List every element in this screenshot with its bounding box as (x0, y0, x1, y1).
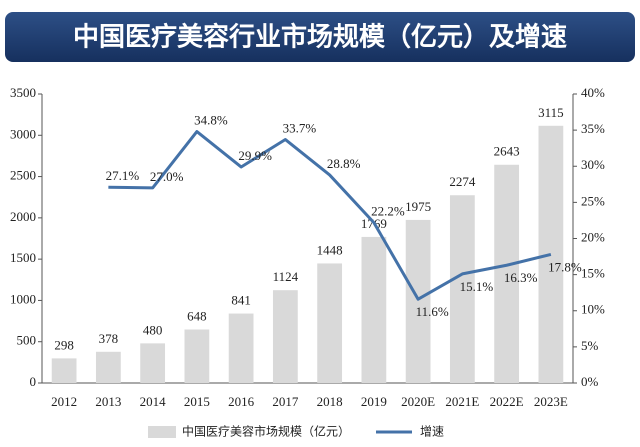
y-tick-label: 3500 (10, 85, 36, 100)
bar (405, 219, 431, 383)
line-label: 34.8% (194, 113, 228, 128)
bar-label: 298 (54, 337, 74, 352)
y2-tick-label: 25% (581, 193, 605, 208)
y2-tick-label: 30% (581, 157, 605, 172)
y-tick-label: 2000 (10, 209, 36, 224)
line-label: 27.1% (106, 168, 140, 183)
legend-label: 增速 (420, 425, 444, 439)
title-banner (5, 12, 635, 62)
y2-tick-label: 20% (581, 229, 605, 244)
bar-label: 1124 (273, 269, 299, 284)
y-tick-label: 1500 (10, 250, 36, 265)
x-tick-label: 2022E (490, 394, 524, 409)
bar-label: 2274 (449, 174, 476, 189)
legend-swatch (148, 426, 176, 438)
bar (361, 236, 387, 383)
x-tick-label: 2017 (272, 394, 299, 409)
bar (184, 329, 210, 383)
y2-tick-label: 5% (581, 338, 599, 353)
line-label: 28.8% (327, 156, 361, 171)
y2-tick-label: 15% (581, 266, 605, 281)
bar (95, 351, 121, 383)
y-tick-label: 500 (17, 333, 37, 348)
bar-label: 1448 (317, 242, 343, 257)
bar (272, 290, 298, 383)
bar (140, 343, 166, 383)
y-tick-label: 0 (30, 374, 37, 389)
line-label: 17.8% (548, 259, 582, 274)
bar (449, 195, 475, 383)
x-tick-label: 2015 (184, 394, 210, 409)
line-label: 22.2% (371, 204, 405, 219)
bar (51, 358, 77, 383)
line-label: 15.1% (460, 279, 494, 294)
line-label: 16.3% (504, 270, 538, 285)
x-tick-label: 2014 (140, 394, 167, 409)
bar-label: 480 (143, 322, 163, 337)
y2-tick-label: 35% (581, 121, 605, 136)
x-tick-label: 2019 (361, 394, 387, 409)
x-tick-label: 2012 (51, 394, 77, 409)
x-tick-label: 2018 (317, 394, 343, 409)
bar (538, 125, 564, 383)
line-label: 33.7% (283, 121, 317, 136)
bar-label: 1975 (405, 199, 431, 214)
line-label: 27.0% (150, 169, 184, 184)
line-label: 11.6% (416, 304, 449, 319)
x-tick-label: 2016 (228, 394, 255, 409)
y2-tick-label: 40% (581, 85, 605, 100)
x-tick-label: 2023E (534, 394, 568, 409)
bar-label: 3115 (538, 105, 564, 120)
y2-tick-label: 0% (581, 374, 599, 389)
y-tick-label: 2500 (10, 168, 36, 183)
bar-label: 648 (187, 308, 207, 323)
bar (228, 313, 254, 383)
chart-title: 中国医疗美容行业市场规模（亿元）及增速 (73, 22, 567, 53)
y-tick-label: 3000 (10, 126, 36, 141)
bar-label: 378 (99, 331, 119, 346)
y2-tick-label: 10% (581, 302, 605, 317)
y-tick-label: 1000 (10, 291, 36, 306)
bar (494, 164, 520, 383)
bar-label: 2643 (494, 144, 520, 159)
x-tick-label: 2021E (445, 394, 479, 409)
x-tick-label: 2020E (401, 394, 435, 409)
bar (317, 263, 343, 383)
legend-label: 中国医疗美容市场规模（亿元） (182, 424, 350, 439)
line (108, 130, 552, 301)
x-tick-label: 2013 (95, 394, 121, 409)
bar-label: 841 (231, 293, 251, 308)
line-label: 29.9% (238, 148, 272, 163)
